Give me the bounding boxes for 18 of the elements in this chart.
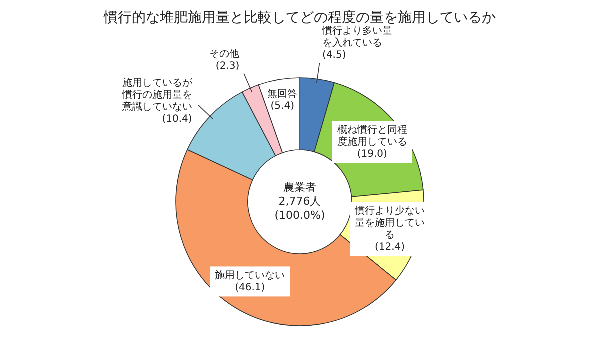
text: 2,776人 xyxy=(278,195,322,208)
slice-label: その他 xyxy=(210,48,240,60)
slice-label: 施用していない xyxy=(215,269,286,282)
slice-label: 慣行より多い量を入れている xyxy=(322,25,393,50)
data-label: (5.4) xyxy=(270,101,295,112)
data-label: (12.4) xyxy=(374,242,406,253)
data-label: (19.0) xyxy=(357,148,388,160)
text: (100.0%) xyxy=(274,209,326,222)
data-label: (4.5) xyxy=(322,50,346,62)
chart-title: 慣行的な堆肥施用量と比較してどの程度の量を施用しているか xyxy=(103,10,496,26)
slice-label: 無回答 xyxy=(268,88,298,100)
data-label: (10.4) xyxy=(162,114,192,126)
data-label: (46.1) xyxy=(235,282,266,294)
text: 農業者 xyxy=(284,181,316,194)
slice-label: 施用しているが慣行の施用量を意識していない xyxy=(121,77,194,114)
data-label: (2.3) xyxy=(216,60,240,72)
slice-label: 概ね慣行と同程度施用している xyxy=(337,124,408,148)
slice-label: 慣行より少ない量を施用している xyxy=(354,204,425,241)
